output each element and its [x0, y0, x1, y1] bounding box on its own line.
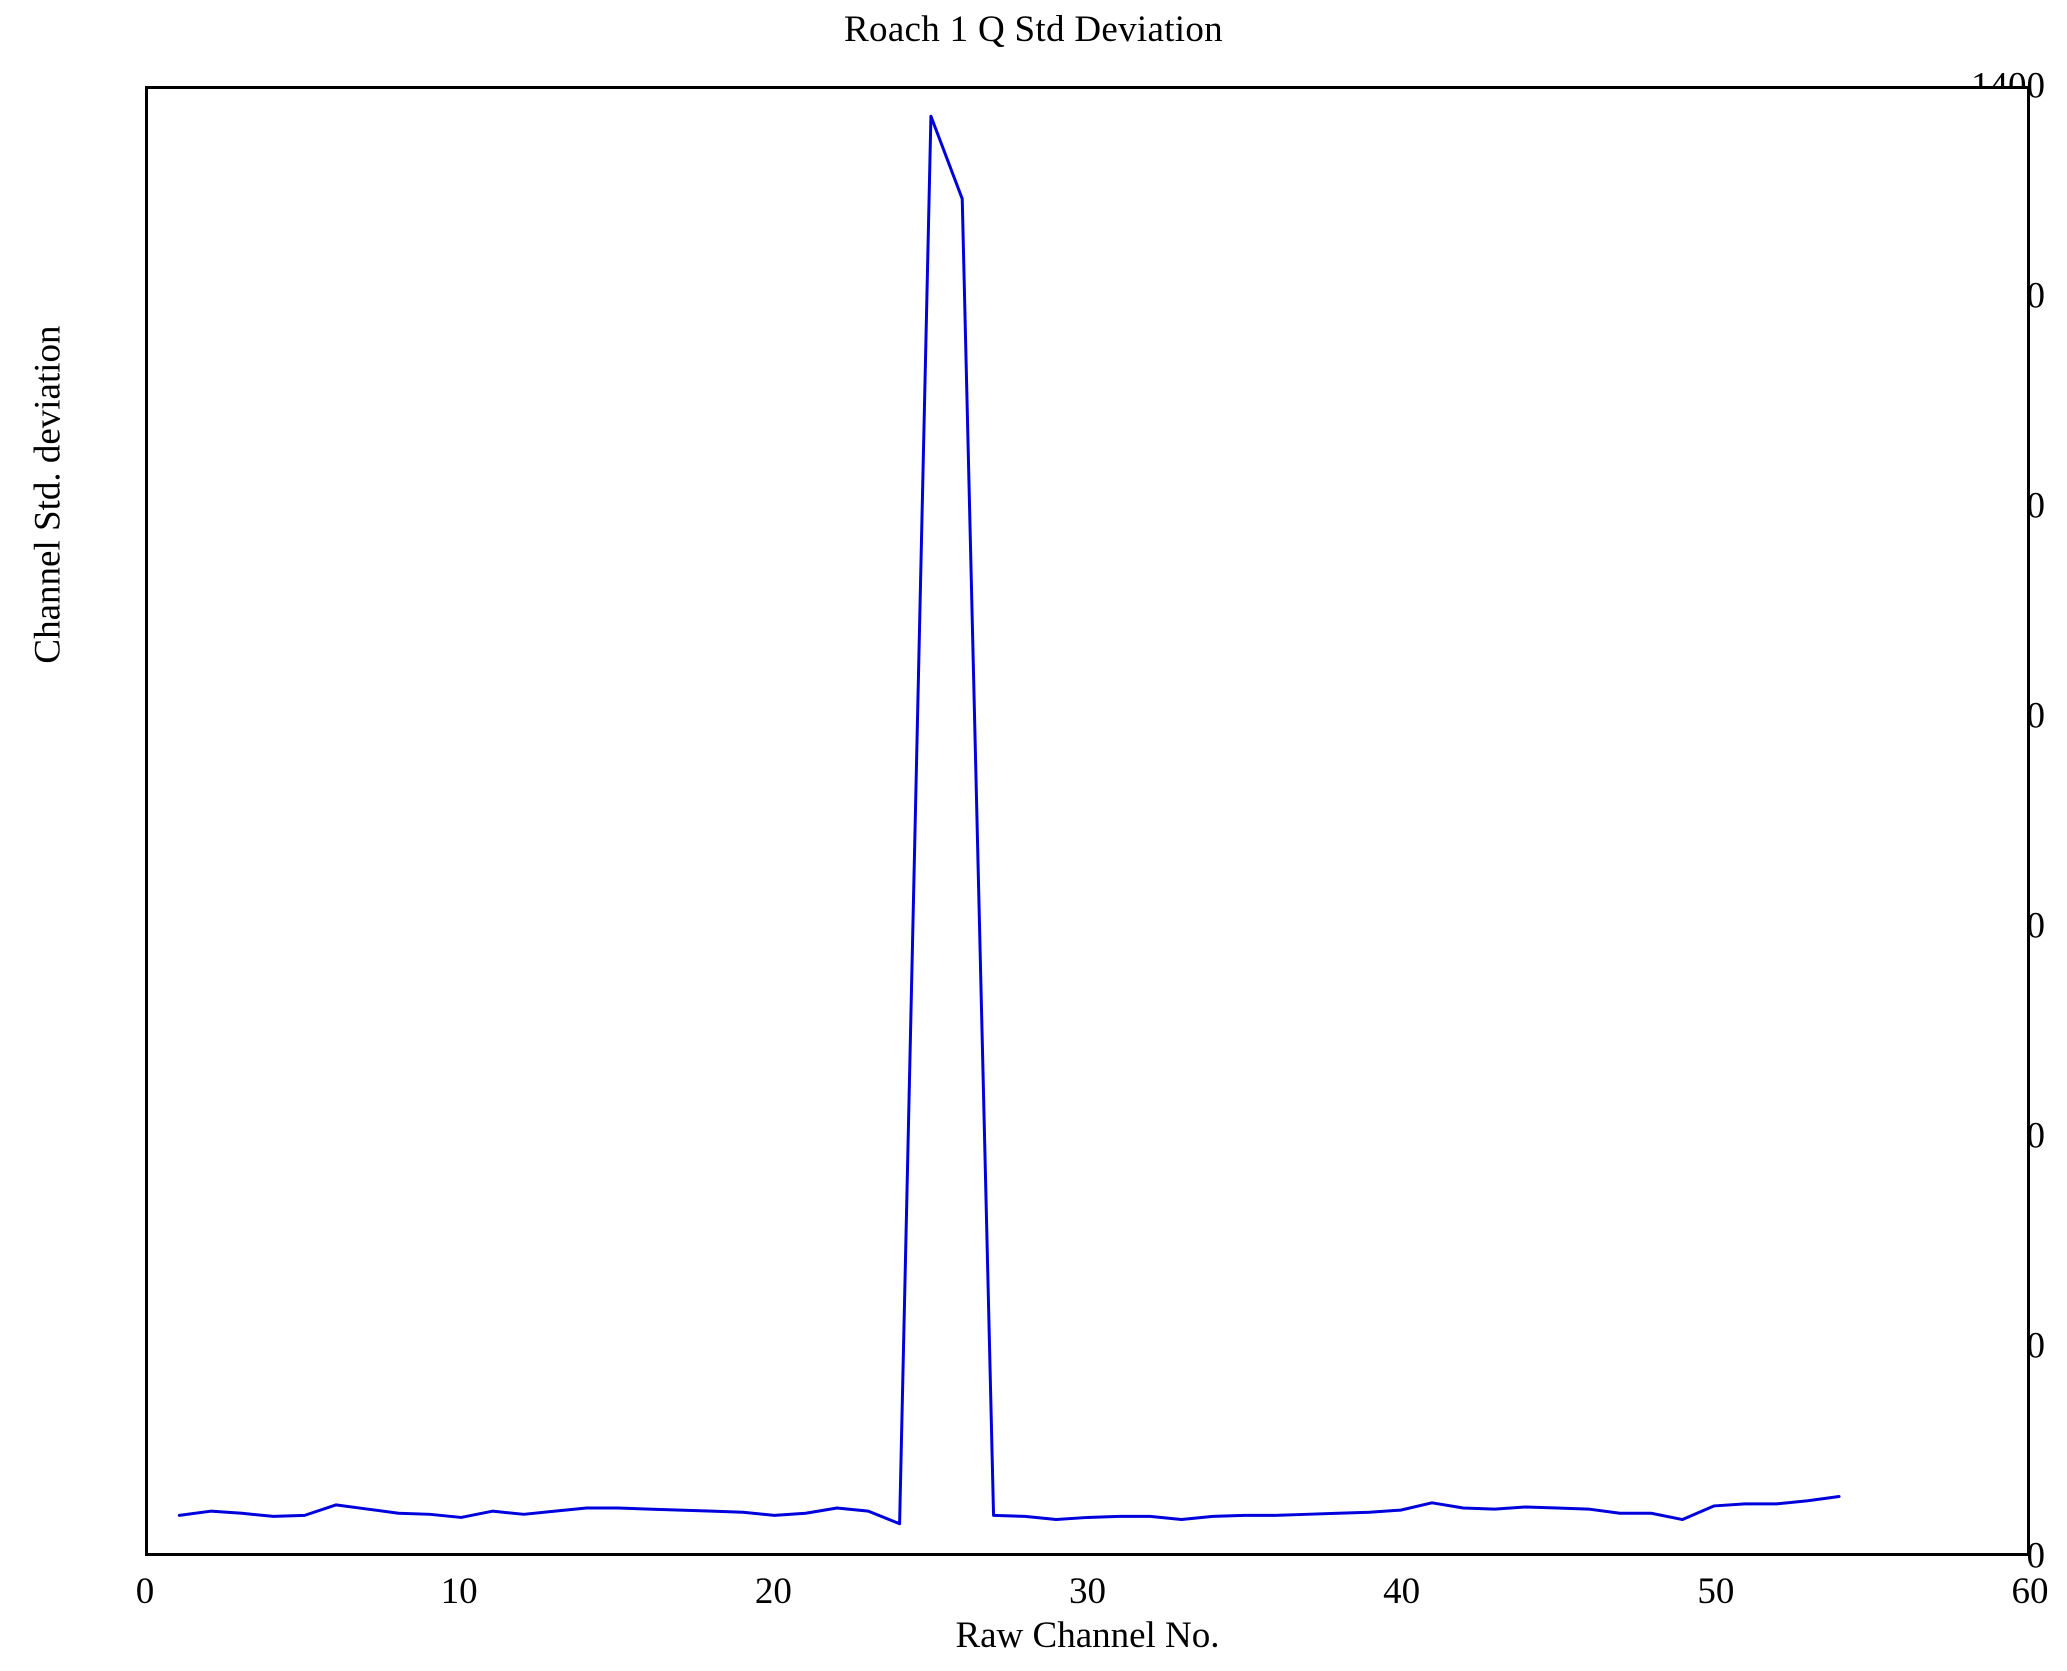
x-axis-title: Raw Channel No. — [955, 1615, 1220, 1656]
y-tick-label: 0 — [2026, 1535, 2046, 1577]
y-axis-title: Channel Std. deviation — [27, 325, 69, 664]
x-tick-label: 60 — [2011, 1571, 2049, 1612]
plot-area — [145, 86, 2030, 1556]
chart-title: Roach 1 Q Std Deviation — [844, 9, 1223, 50]
x-tick-label: 50 — [1697, 1571, 1735, 1612]
x-tick-label: 10 — [440, 1571, 478, 1612]
series-line-chart — [177, 114, 1841, 1526]
x-tick-label: 0 — [135, 1571, 155, 1612]
series-polyline — [177, 114, 1841, 1526]
x-tick-label: 40 — [1383, 1571, 1421, 1612]
x-tick-label: 30 — [1069, 1571, 1106, 1612]
x-tick-label: 20 — [754, 1571, 792, 1612]
